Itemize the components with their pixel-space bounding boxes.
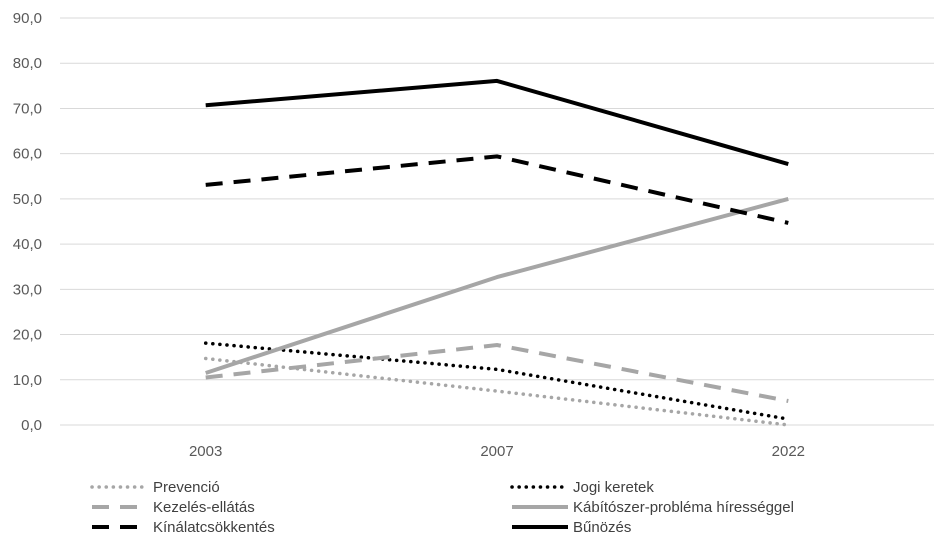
y-tick-label: 40,0 [13,236,42,253]
y-tick-label: 30,0 [13,281,42,298]
x-tick-label: 2003 [189,443,222,460]
y-axis-tick-labels: 0,0 10,0 20,0 30,0 40,0 50,0 60,0 70,0 80,0 90,0 [13,10,42,434]
legend-item: Prevenció [90,479,220,496]
y-tick-label: 20,0 [13,327,42,344]
y-tick-label: 90,0 [13,10,42,27]
legend-label: Kábítószer-probléma hírességgel [573,499,794,516]
y-tick-label: 50,0 [13,191,42,208]
legend-label: Kezelés-ellátás [153,499,255,516]
x-axis-tick-labels: 2003 2007 2022 [189,443,805,460]
gridlines [60,17,934,426]
y-tick-label: 60,0 [13,146,42,163]
y-tick-label: 0,0 [21,417,42,434]
legend-label: Kínálatcsökkentés [153,519,275,535]
legend-label: Prevenció [153,479,220,496]
legend-label: Jogi keretek [573,479,654,496]
x-tick-label: 2007 [480,443,513,460]
series-line-5 [205,154,789,225]
legend-item: Kezelés-ellátás [92,499,255,516]
y-tick-label: 70,0 [13,100,42,117]
series-line-2 [203,341,791,421]
x-tick-label: 2022 [772,443,805,460]
legend: Prevenció Jogi keretek Kezelés-ellátás Kábí… [90,479,794,535]
legend-item: Jogi keretek [510,479,654,496]
series-line-1 [203,356,791,427]
y-tick-label: 80,0 [13,55,42,72]
y-tick-label: 10,0 [13,372,42,389]
legend-item: Kábítószer-probléma hírességgel [512,499,794,516]
series-line-6 [205,78,789,167]
series-line-4 [205,196,789,375]
series-lines [203,78,791,427]
legend-item: Kínálatcsökkentés [92,519,275,535]
series-line-3 [205,342,789,403]
legend-label: Bűnözés [573,519,631,535]
legend-item: Bűnözés [512,519,631,535]
